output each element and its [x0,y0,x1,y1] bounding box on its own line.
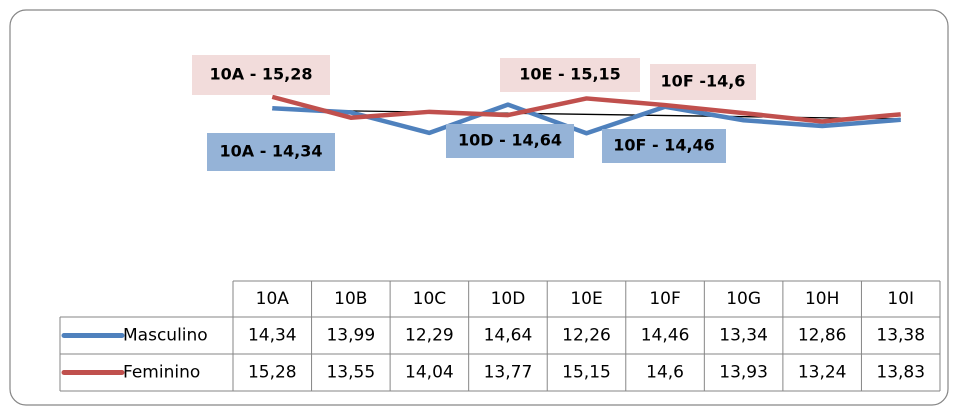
table-value: 15,15 [562,363,611,383]
table-value: 14,6 [646,363,684,383]
table-value: 14,04 [405,363,454,383]
annotation-box [446,124,574,158]
table-value: 12,29 [405,326,454,346]
table-value: 13,55 [326,363,375,383]
annotation-box [500,58,640,92]
category-label: 10B [334,289,367,309]
table-value: 13,99 [326,326,375,346]
table-value: 13,93 [719,363,768,383]
table-value: 14,34 [248,326,297,346]
annotation-text: 10D - 14,64 [458,131,562,150]
table-value: 12,26 [562,326,611,346]
category-label: 10G [726,289,761,309]
legend-label: Feminino [123,363,200,383]
table-value: 13,34 [719,326,768,346]
series-line [272,102,901,136]
series-line [271,94,901,124]
table-value: 14,64 [484,326,533,346]
category-label: 10A [256,289,290,309]
annotation-text: 10A - 15,28 [209,65,312,84]
table-value: 15,28 [248,363,297,383]
annotation-box [650,64,756,100]
table-value: 13,24 [798,363,847,383]
category-label: 10I [887,289,914,309]
category-label: 10H [805,289,839,309]
legend-label: Masculino [123,326,208,346]
annotation-text: 10F - 14,46 [613,136,715,155]
category-label: 10C [413,289,447,309]
annotation-box [192,55,330,95]
table-value: 13,38 [876,326,925,346]
annotation-text: 10F -14,6 [661,72,746,91]
table-value: 12,86 [798,326,847,346]
chart-border [9,9,949,406]
annotation-box [602,129,726,163]
table-value: 13,83 [876,363,925,383]
category-label: 10F [649,289,680,309]
annotation-text: 10E - 15,15 [519,65,621,84]
table-value: 14,46 [641,326,690,346]
annotation-text: 10A - 14,34 [219,142,322,161]
category-label: 10E [570,289,602,309]
annotation-box [207,133,335,171]
category-label: 10D [491,289,526,309]
table-value: 13,77 [484,363,533,383]
